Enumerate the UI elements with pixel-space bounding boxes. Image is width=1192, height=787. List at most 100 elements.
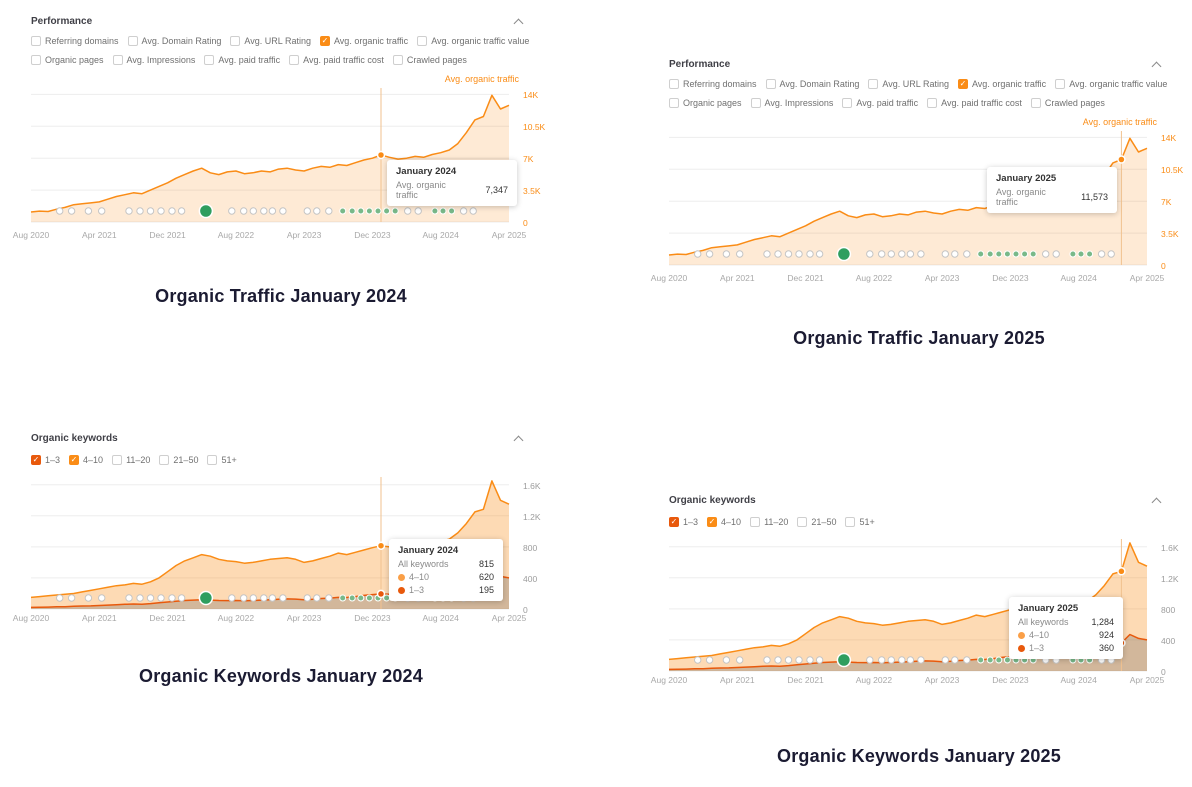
tooltip-row-value: 815 xyxy=(478,559,494,569)
checkbox-label: Crawled pages xyxy=(406,55,467,65)
checkbox-avg-organic-traffic-value[interactable]: Avg. organic traffic value xyxy=(417,36,529,46)
checkbox-unchecked-icon[interactable] xyxy=(289,55,300,65)
checkbox-referring-domains[interactable]: Referring domains xyxy=(31,36,119,46)
y-tick-label: 3.5K xyxy=(1161,229,1179,240)
checkbox-unchecked-icon[interactable] xyxy=(1030,98,1041,108)
checkbox-unchecked-icon[interactable] xyxy=(112,55,123,65)
checkbox-avg-paid-traffic-cost[interactable]: Avg. paid traffic cost xyxy=(927,98,1022,108)
x-axis-labels: Aug 2020 Apr 2021 Dec 2021 Aug 2022 Apr 2023… xyxy=(13,230,526,242)
caption-organic-traffic-january-2024: Organic Traffic January 2024 xyxy=(155,286,407,306)
checkbox-avg-organic-traffic[interactable]: ✓ Avg. organic traffic xyxy=(319,36,408,46)
y-tick-label: 14K xyxy=(1161,133,1177,144)
checkbox-unchecked-icon[interactable] xyxy=(750,517,761,527)
x-tick-label: Apr 2025 xyxy=(1129,273,1165,283)
checkbox-avg-url-rating[interactable]: Avg. URL Rating xyxy=(230,36,311,46)
collapse-button[interactable] xyxy=(511,16,525,30)
checkbox-avg-domain-rating[interactable]: Avg. Domain Rating xyxy=(765,79,859,89)
checkbox-organic-pages[interactable]: Organic pages xyxy=(31,55,104,65)
checkbox-51-[interactable]: 51+ xyxy=(845,517,875,527)
y-tick-label: 400 xyxy=(523,573,538,584)
checkbox-unchecked-icon[interactable] xyxy=(842,98,853,108)
checkbox-unchecked-icon[interactable] xyxy=(31,36,41,46)
checkbox-avg-url-rating[interactable]: Avg. URL Rating xyxy=(868,79,949,89)
checkbox-avg-paid-traffic-cost[interactable]: Avg. paid traffic cost xyxy=(289,55,384,65)
checkbox-checked-icon[interactable]: ✓ xyxy=(669,517,679,527)
x-tick-label: Apr 2025 xyxy=(491,230,527,240)
checkbox-21-50[interactable]: 21–50 xyxy=(159,455,198,465)
checkbox-unchecked-icon[interactable] xyxy=(159,455,170,465)
tooltip-row-value: 360 xyxy=(1098,643,1114,653)
y-tick-label: 1.6K xyxy=(1161,542,1179,553)
tooltip-row-label: All keywords xyxy=(1018,617,1069,627)
chevron-up-icon xyxy=(1151,61,1161,72)
checkbox-avg-paid-traffic[interactable]: Avg. paid traffic xyxy=(204,55,280,65)
y-tick-label: 0 xyxy=(523,218,528,228)
checkbox-unchecked-icon[interactable] xyxy=(868,79,879,89)
checkbox-checked-icon[interactable]: ✓ xyxy=(31,455,41,465)
checkbox-label: 4–10 xyxy=(721,517,742,527)
checkbox-organic-pages[interactable]: Organic pages xyxy=(669,98,742,108)
checkbox-label: Organic pages xyxy=(45,55,104,65)
collapse-button[interactable] xyxy=(1149,495,1163,509)
checkbox-4-10[interactable]: ✓ 4–10 xyxy=(707,517,741,527)
x-tick-label: Aug 2020 xyxy=(650,273,688,283)
checkbox-label: 21–50 xyxy=(811,517,837,527)
x-tick-label: Dec 2023 xyxy=(354,613,391,623)
checkbox-unchecked-icon[interactable] xyxy=(127,36,138,46)
checkbox-1-3[interactable]: ✓ 1–3 xyxy=(669,517,698,527)
y-axis-labels: 14K 10.5K 7K 3.5K 0 xyxy=(517,88,557,228)
checkbox-avg-impressions[interactable]: Avg. Impressions xyxy=(750,98,833,108)
checkbox-crawled-pages[interactable]: Crawled pages xyxy=(392,55,467,65)
checkbox-51-[interactable]: 51+ xyxy=(207,455,237,465)
checkbox-crawled-pages[interactable]: Crawled pages xyxy=(1030,98,1105,108)
checkbox-unchecked-icon[interactable] xyxy=(845,517,856,527)
checkbox-avg-organic-traffic[interactable]: ✓ Avg. organic traffic xyxy=(957,79,1046,89)
y-tick-label: 0 xyxy=(523,605,528,615)
checkbox-checked-icon[interactable]: ✓ xyxy=(319,36,330,46)
checkbox-avg-impressions[interactable]: Avg. Impressions xyxy=(112,55,195,65)
checkbox-avg-organic-traffic-value[interactable]: Avg. organic traffic value xyxy=(1055,79,1167,89)
x-tick-label: Aug 2020 xyxy=(12,613,50,623)
checkbox-unchecked-icon[interactable] xyxy=(669,98,679,108)
checkbox-label: Crawled pages xyxy=(1044,98,1105,108)
checkbox-unchecked-icon[interactable] xyxy=(797,517,808,527)
checkbox-label: 21–50 xyxy=(173,455,199,465)
y-tick-label: 14K xyxy=(523,90,539,101)
checkbox-unchecked-icon[interactable] xyxy=(230,36,241,46)
y-tick-label: 7K xyxy=(523,154,534,165)
collapse-button[interactable] xyxy=(511,433,525,447)
checkbox-unchecked-icon[interactable] xyxy=(204,55,215,65)
x-tick-label: Apr 2025 xyxy=(1129,675,1165,685)
checkbox-unchecked-icon[interactable] xyxy=(765,79,776,89)
x-tick-label: Aug 2024 xyxy=(1060,273,1097,283)
checkbox-unchecked-icon[interactable] xyxy=(927,98,938,108)
checkbox-avg-paid-traffic[interactable]: Avg. paid traffic xyxy=(842,98,918,108)
checkbox-unchecked-icon[interactable] xyxy=(1055,79,1066,89)
metric-checkbox-row: Organic pages Avg. Impressions Avg. paid t… xyxy=(31,55,467,65)
checkbox-checked-icon[interactable]: ✓ xyxy=(957,79,968,89)
checkbox-11-20[interactable]: 11–20 xyxy=(750,517,788,527)
caption-organic-keywords-january-2025: Organic Keywords January 2025 xyxy=(777,746,1061,766)
checkbox-referring-domains[interactable]: Referring domains xyxy=(669,79,757,89)
checkbox-checked-icon[interactable]: ✓ xyxy=(69,455,80,465)
checkbox-unchecked-icon[interactable] xyxy=(417,36,428,46)
checkbox-avg-domain-rating[interactable]: Avg. Domain Rating xyxy=(127,36,221,46)
checkbox-unchecked-icon[interactable] xyxy=(112,455,123,465)
checkbox-unchecked-icon[interactable] xyxy=(750,98,761,108)
tooltip-row-label: 1–3 xyxy=(1029,643,1045,653)
checkbox-unchecked-icon[interactable] xyxy=(392,55,403,65)
collapse-button[interactable] xyxy=(1149,59,1163,73)
checkbox-4-10[interactable]: ✓ 4–10 xyxy=(69,455,103,465)
checkbox-unchecked-icon[interactable] xyxy=(207,455,218,465)
x-tick-label: Dec 2023 xyxy=(992,675,1029,685)
checkbox-11-20[interactable]: 11–20 xyxy=(112,455,150,465)
performance-panel-2025: Performance Referring domains Avg. Domain… xyxy=(651,51,1183,291)
tooltip-row: All keywords 1,284 xyxy=(1018,617,1114,627)
checkbox-unchecked-icon[interactable] xyxy=(669,79,679,89)
checkbox-1-3[interactable]: ✓ 1–3 xyxy=(31,455,60,465)
x-tick-label: Apr 2023 xyxy=(924,273,960,283)
checkbox-unchecked-icon[interactable] xyxy=(31,55,41,65)
x-tick-label: Apr 2023 xyxy=(286,613,322,623)
checkbox-21-50[interactable]: 21–50 xyxy=(797,517,836,527)
checkbox-checked-icon[interactable]: ✓ xyxy=(707,517,718,527)
